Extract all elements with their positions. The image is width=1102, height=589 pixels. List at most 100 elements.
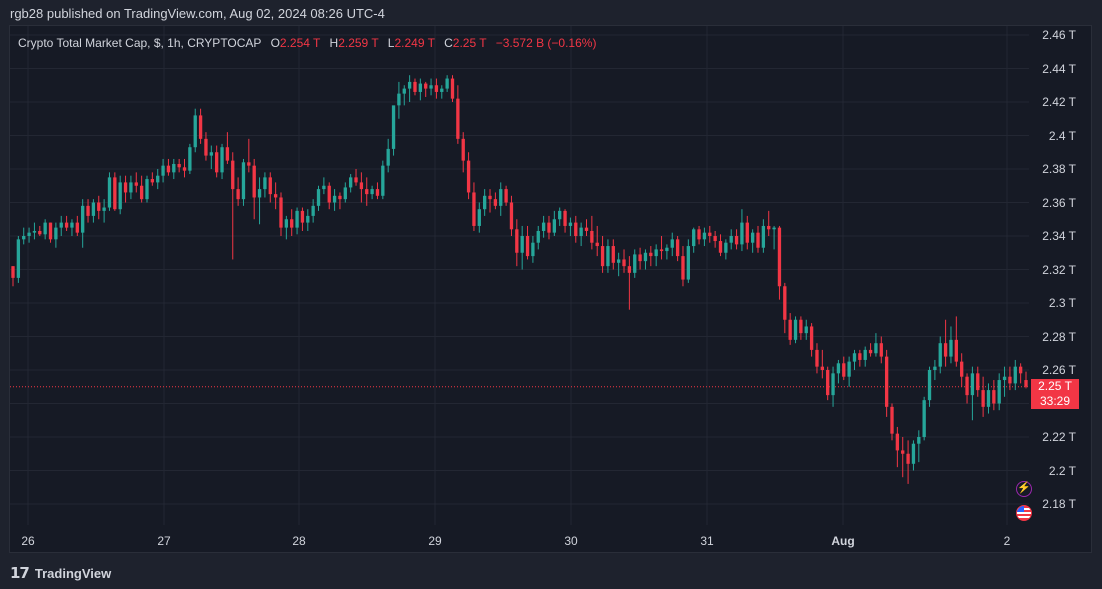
candle-body: [943, 343, 948, 357]
candle-body: [450, 78, 455, 99]
candle: [836, 359, 841, 384]
candle: [879, 336, 883, 364]
candle-body: [858, 353, 862, 360]
candle: [740, 209, 744, 252]
us-flag-event-icon[interactable]: [1016, 505, 1032, 521]
candle: [938, 336, 942, 374]
candle-body: [488, 195, 492, 200]
candle: [708, 225, 712, 243]
candle-body: [558, 210, 562, 220]
candle-body: [590, 230, 594, 243]
candle: [225, 132, 230, 164]
candle-body: [574, 222, 578, 236]
candle: [943, 319, 948, 367]
y-tick-label: 2.18 T: [1042, 497, 1076, 511]
candle-body: [659, 249, 664, 252]
candle: [901, 437, 905, 478]
legend-symbol[interactable]: Crypto Total Market Cap, $, 1h, CRYPTOCA…: [18, 36, 262, 50]
candle: [847, 356, 851, 387]
candle-body: [627, 266, 632, 273]
candle-body: [643, 252, 648, 262]
candle-body: [1013, 366, 1017, 384]
candle-body: [268, 177, 272, 195]
candle: [756, 225, 760, 253]
candle: [986, 383, 991, 414]
candle-body: [531, 242, 535, 257]
candle: [429, 78, 433, 96]
candle-body: [16, 239, 21, 278]
candle-body: [38, 230, 42, 235]
candle-body: [407, 81, 412, 89]
candle-body: [777, 227, 782, 287]
candle-body: [81, 205, 85, 233]
x-tick-label: 2: [1003, 534, 1011, 548]
candle: [949, 326, 953, 364]
candle: [702, 227, 707, 247]
candle: [960, 353, 964, 387]
candle-body: [713, 236, 717, 242]
candle: [954, 316, 958, 367]
candle: [145, 175, 149, 203]
candle: [134, 172, 138, 193]
candle: [911, 440, 916, 471]
candle: [611, 239, 615, 270]
candle: [815, 343, 819, 374]
candle: [440, 85, 444, 99]
candle-body: [354, 177, 358, 183]
candle-body: [836, 363, 841, 374]
candle-body: [386, 148, 390, 166]
candle: [54, 222, 58, 248]
candle-body: [482, 195, 487, 210]
candle: [241, 158, 246, 206]
candle: [70, 219, 74, 236]
candle: [552, 210, 557, 236]
candle: [1024, 371, 1028, 389]
candle: [659, 236, 664, 260]
candle-body: [804, 326, 808, 334]
tradingview-logo[interactable]: 𝟭𝟳 TradingView: [10, 564, 111, 582]
candle-body: [123, 182, 128, 193]
candle-body: [992, 390, 996, 404]
candle: [445, 75, 449, 92]
candle-body: [697, 229, 701, 240]
y-tick-label: 2.36 T: [1042, 195, 1076, 210]
candle: [150, 172, 155, 186]
candle-body: [729, 236, 733, 243]
candle: [675, 236, 680, 262]
candle-body: [541, 222, 546, 231]
candle: [927, 366, 932, 407]
candle: [316, 185, 321, 211]
candle: [279, 192, 283, 236]
candle: [606, 239, 610, 273]
candle: [450, 75, 455, 102]
candle-body: [225, 147, 230, 161]
candle: [332, 189, 337, 211]
candle-body: [552, 219, 557, 233]
candle-body: [349, 177, 353, 188]
candle-body: [997, 380, 1001, 404]
lightning-event-icon[interactable]: ⚡: [1016, 481, 1032, 497]
candle-body: [236, 189, 240, 200]
candle-body: [402, 88, 406, 94]
candle: [268, 172, 272, 203]
candle-body: [927, 370, 932, 401]
candle: [182, 158, 187, 178]
candle-body: [547, 222, 551, 233]
candle-body: [681, 256, 685, 280]
candle: [263, 172, 267, 198]
candle: [1013, 359, 1017, 391]
candle-body: [783, 286, 787, 320]
candle: [616, 252, 621, 277]
chart-pane[interactable]: [9, 25, 1092, 553]
candle: [584, 219, 589, 236]
candle-body: [809, 326, 814, 350]
candle: [359, 172, 364, 203]
candle-body: [22, 236, 26, 240]
candle: [976, 366, 980, 397]
candle-body: [295, 210, 299, 228]
candle-body: [188, 147, 192, 171]
candle: [75, 215, 79, 236]
candle: [375, 182, 380, 200]
candle: [600, 236, 605, 273]
